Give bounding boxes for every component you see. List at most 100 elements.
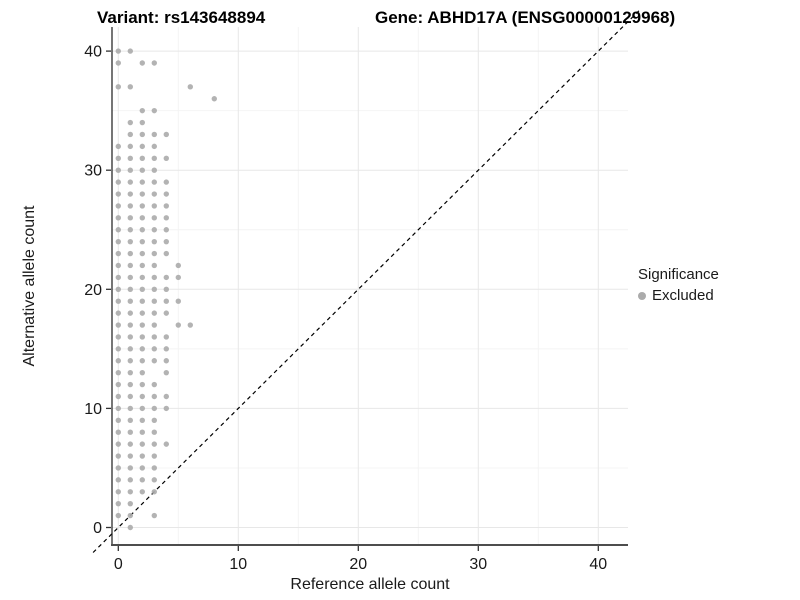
- data-point: [139, 358, 145, 364]
- data-point: [163, 358, 169, 364]
- data-point: [151, 429, 157, 435]
- data-point: [139, 155, 145, 161]
- data-point: [115, 274, 122, 281]
- data-point: [163, 369, 169, 376]
- data-point: [115, 143, 122, 150]
- data-point: [127, 346, 133, 352]
- data-point: [139, 465, 145, 471]
- data-point: [115, 381, 122, 388]
- legend-item-excluded: Excluded: [638, 287, 719, 304]
- data-point: [127, 477, 133, 483]
- data-point: [163, 215, 169, 221]
- data-point: [139, 453, 145, 459]
- data-point: [127, 250, 133, 257]
- legend-point-icon: [638, 291, 646, 300]
- data-point: [115, 286, 122, 292]
- data-point: [163, 131, 169, 138]
- data-point: [127, 227, 133, 233]
- data-point: [127, 453, 133, 459]
- data-point: [151, 191, 157, 197]
- x-axis-title: Reference allele count: [290, 576, 450, 593]
- data-point: [115, 262, 122, 269]
- data-point: [139, 60, 145, 66]
- data-point: [115, 429, 122, 435]
- data-point: [115, 512, 122, 519]
- data-point: [127, 369, 133, 376]
- data-point: [115, 310, 122, 316]
- data-point: [139, 131, 145, 138]
- data-point: [127, 274, 133, 281]
- data-point: [151, 298, 157, 304]
- data-point: [151, 334, 157, 340]
- data-point: [151, 465, 157, 471]
- data-point: [115, 167, 122, 173]
- data-point: [151, 417, 157, 424]
- data-point: [139, 393, 145, 400]
- data-point: [151, 60, 157, 66]
- legend-title: Significance: [638, 266, 719, 283]
- data-point: [139, 429, 145, 435]
- data-point: [127, 215, 133, 221]
- data-point: [175, 298, 181, 304]
- data-point: [151, 310, 157, 316]
- data-point: [115, 227, 122, 233]
- data-point: [139, 167, 145, 173]
- data-point: [139, 441, 145, 447]
- data-point: [115, 393, 122, 400]
- data-point: [127, 429, 133, 435]
- data-point: [127, 131, 133, 138]
- x-tick-label: 10: [229, 556, 247, 573]
- data-point: [127, 441, 133, 447]
- data-point: [139, 489, 145, 495]
- data-point: [139, 405, 145, 412]
- data-point: [115, 298, 122, 304]
- data-point: [139, 119, 145, 126]
- data-point: [175, 274, 181, 281]
- data-point: [115, 405, 122, 412]
- data-point: [139, 286, 145, 292]
- data-point: [115, 60, 122, 66]
- data-point: [139, 346, 145, 352]
- data-point: [115, 489, 122, 495]
- data-point: [127, 524, 133, 531]
- data-point: [151, 393, 157, 400]
- variant-title: Variant: rs143648894: [97, 8, 266, 27]
- data-point: [163, 286, 169, 292]
- data-point: [127, 155, 133, 161]
- data-point: [151, 227, 157, 233]
- data-point: [139, 310, 145, 316]
- x-tick-label: 30: [469, 556, 487, 573]
- data-point: [115, 477, 122, 483]
- data-point: [127, 322, 133, 328]
- data-point: [151, 203, 157, 209]
- data-point: [127, 191, 133, 197]
- data-point: [151, 238, 157, 245]
- data-point: [115, 465, 122, 471]
- data-point: [151, 262, 157, 269]
- data-point: [115, 84, 122, 90]
- data-point: [127, 143, 133, 150]
- data-point: [151, 274, 157, 281]
- data-point: [163, 155, 169, 161]
- y-tick-label: 40: [84, 44, 102, 61]
- data-point: [151, 441, 157, 447]
- legend-item-label: Excluded: [652, 287, 714, 304]
- data-point: [139, 262, 145, 269]
- data-point: [127, 334, 133, 340]
- data-point: [139, 417, 145, 424]
- data-point: [151, 489, 157, 495]
- data-point: [151, 286, 157, 292]
- data-point: [115, 346, 122, 352]
- data-point: [151, 167, 157, 173]
- data-point: [163, 310, 169, 316]
- data-point: [151, 512, 157, 519]
- data-point: [163, 179, 169, 185]
- data-point: [139, 381, 145, 388]
- data-point: [151, 155, 157, 161]
- data-point: [115, 441, 122, 447]
- data-point: [139, 250, 145, 257]
- data-point: [127, 417, 133, 424]
- data-point: [139, 298, 145, 304]
- data-point: [151, 381, 157, 388]
